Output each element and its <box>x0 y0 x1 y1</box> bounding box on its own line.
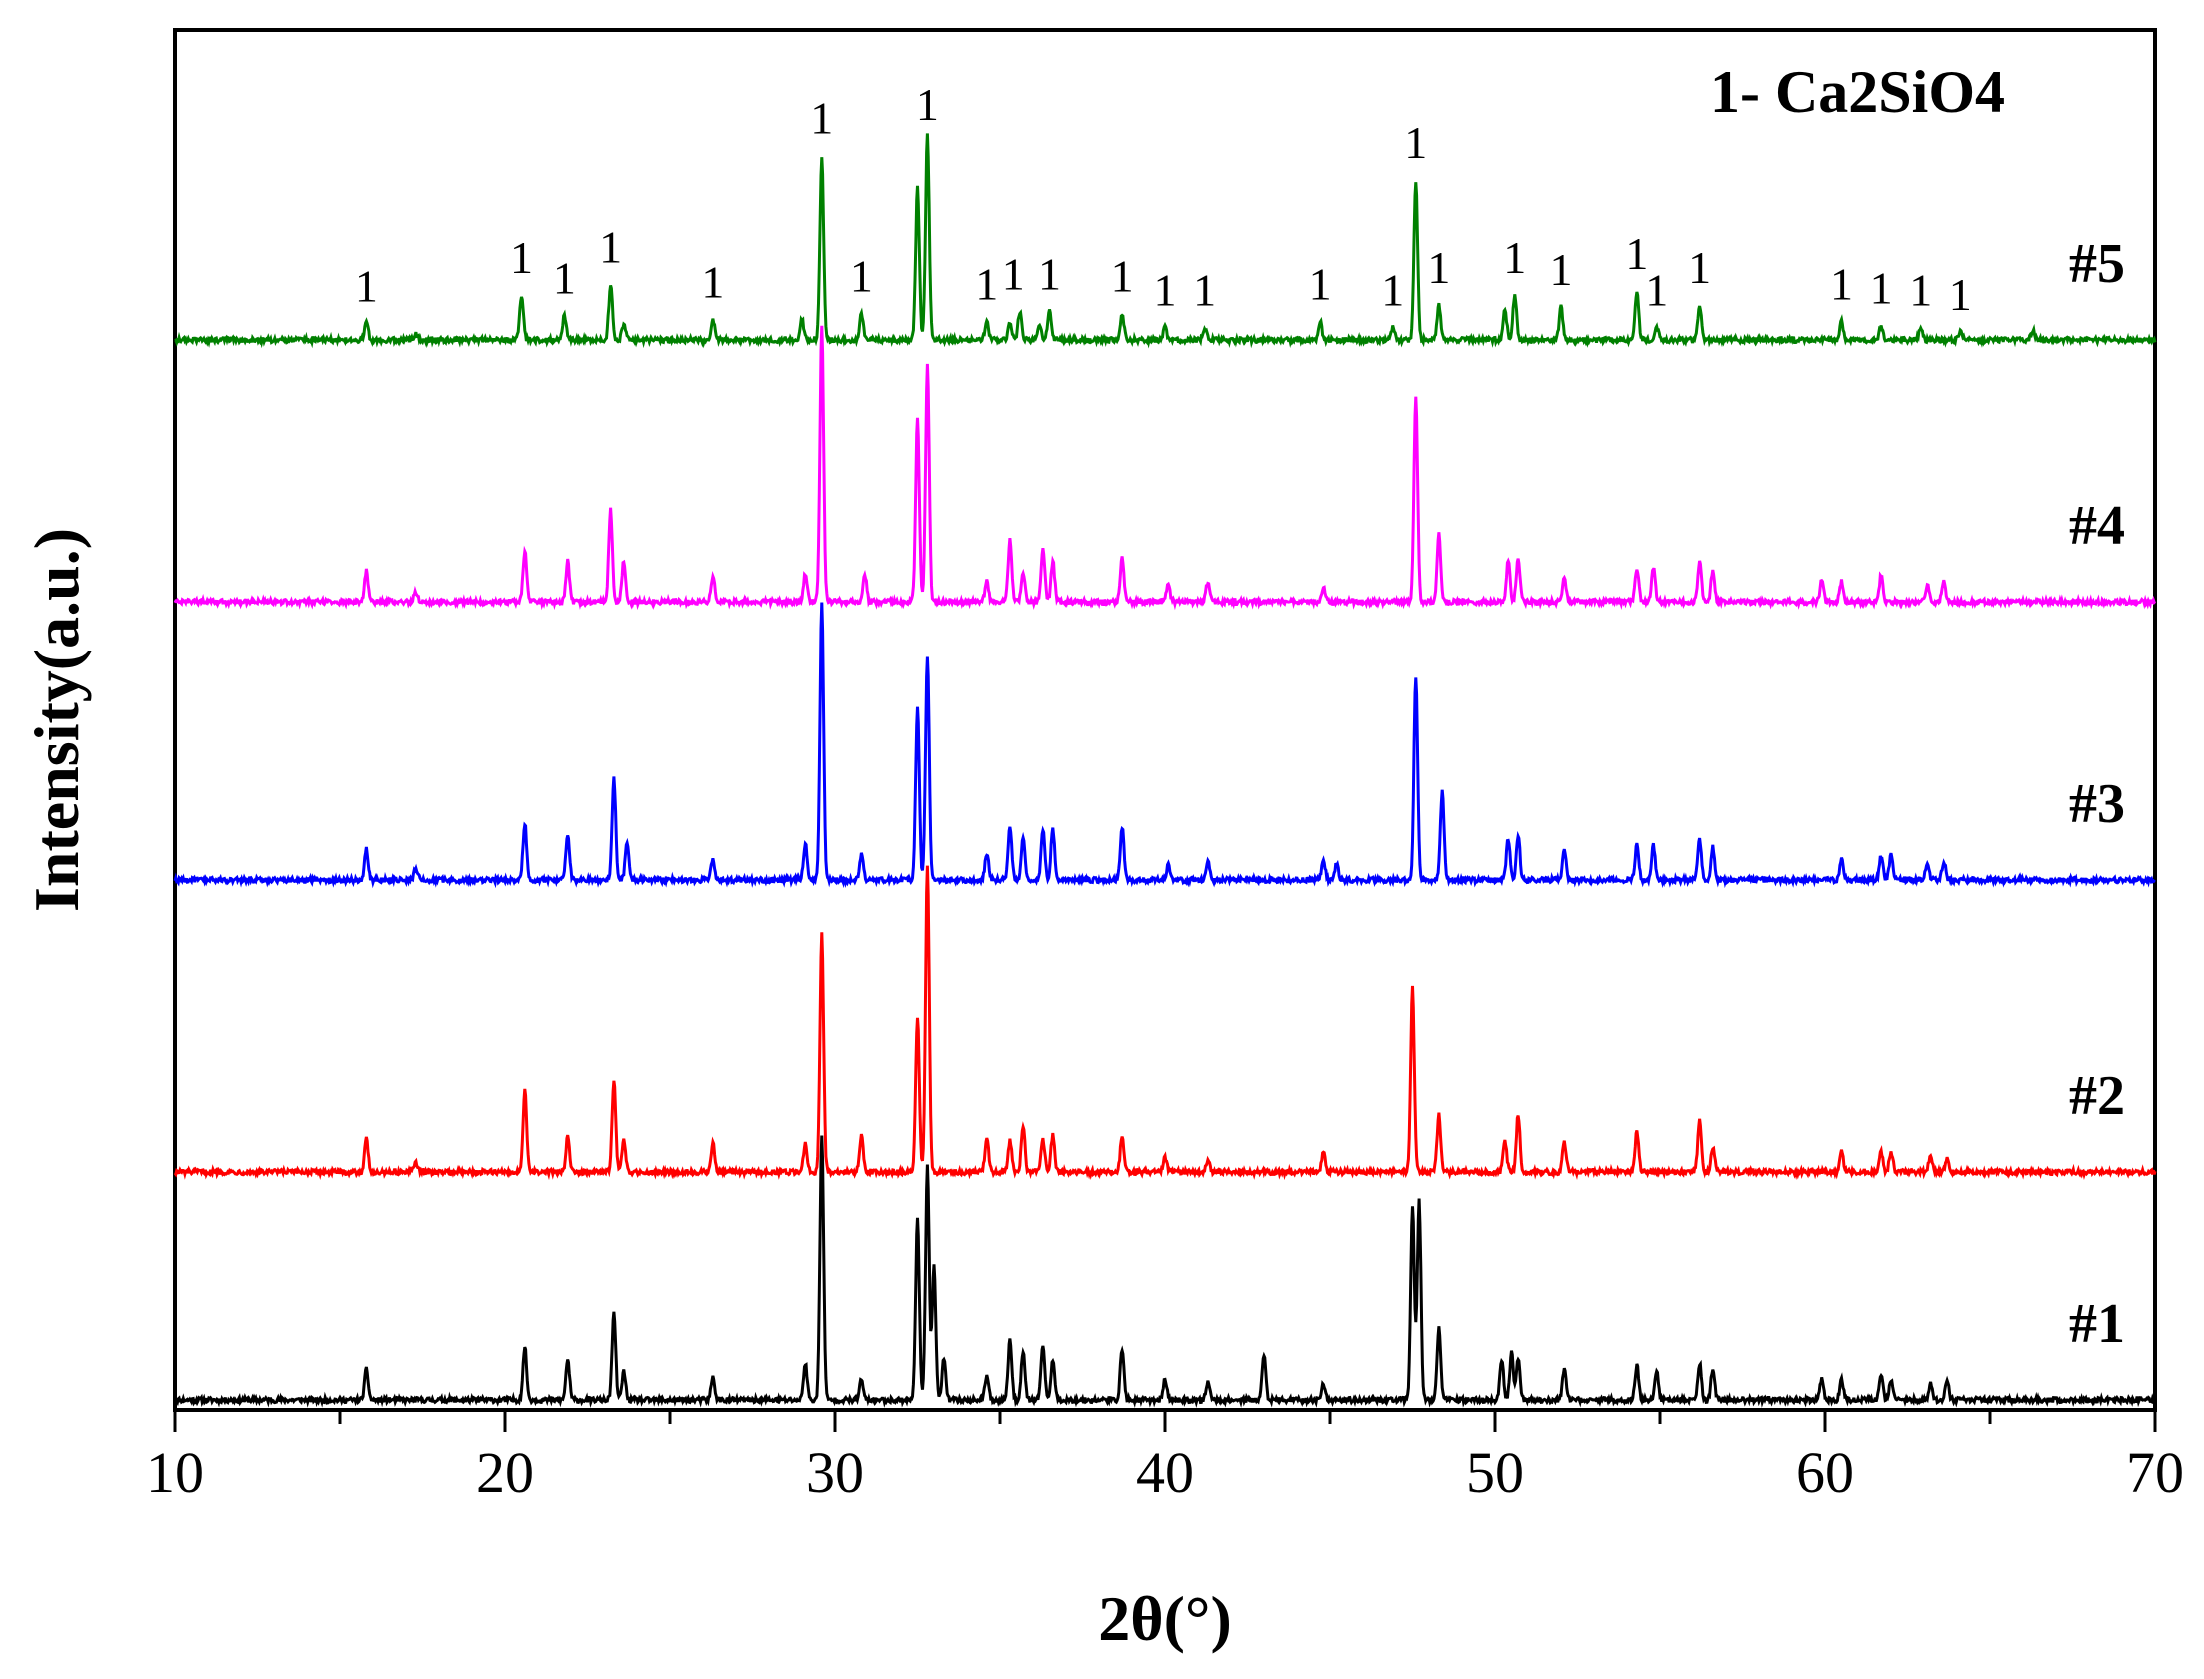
peak-marker-label: 1 <box>1381 265 1404 316</box>
phase-legend: 1- Ca2SiO4 <box>1710 59 2005 125</box>
peak-marker-label: 1 <box>1909 265 1932 316</box>
peak-marker-label: 1 <box>355 261 378 312</box>
x-tick-label: 70 <box>2126 1440 2184 1505</box>
series-label-3: #3 <box>2069 773 2125 835</box>
series-label-4: #4 <box>2069 495 2125 557</box>
peak-marker-label: 1 <box>1503 232 1526 283</box>
series-label-1: #1 <box>2069 1293 2125 1355</box>
x-tick-label: 60 <box>1796 1440 1854 1505</box>
peak-marker-label: 1 <box>553 252 576 303</box>
peak-marker-label: 1 <box>1193 265 1216 316</box>
series-label-5: #5 <box>2069 233 2125 295</box>
peak-marker-label: 1 <box>1154 265 1177 316</box>
x-tick-label: 30 <box>806 1440 864 1505</box>
peak-marker-label: 1 <box>1688 242 1711 293</box>
peak-marker-label: 1 <box>1309 259 1332 310</box>
peak-marker-label: 1 <box>510 232 533 283</box>
peak-marker-label: 1 <box>975 259 998 310</box>
x-axis: 10 20 30 40 50 60 70 <box>146 1410 2184 1505</box>
peak-marker-label: 1 <box>701 257 724 308</box>
x-axis-title: 2θ(°) <box>1098 1583 1232 1654</box>
x-tick-label: 50 <box>1466 1440 1524 1505</box>
peak-marker-label: 1 <box>1427 242 1450 293</box>
x-tick-label: 40 <box>1136 1440 1194 1505</box>
series-line-5 <box>174 133 2157 349</box>
peak-marker-label: 1 <box>810 93 833 144</box>
y-axis-title: Intensity(a.u.) <box>21 528 92 912</box>
peak-marker-label: 1 <box>1550 244 1573 295</box>
x-tick-label: 10 <box>146 1440 204 1505</box>
series-labels: #1 #2 #3 #4 #5 <box>2069 233 2125 1355</box>
peak-marker-label: 1 <box>1625 228 1648 279</box>
peak-marker-label: 1 <box>1038 248 1061 299</box>
peak-marker-label: 1 <box>1002 248 1025 299</box>
peak-marker-label: 1 <box>916 79 939 130</box>
series-line-1 <box>174 1135 2157 1408</box>
series-layer <box>173 133 2157 1408</box>
series-line-3 <box>173 602 2156 889</box>
peak-marker-label: 1 <box>1111 250 1134 301</box>
peak-marker-label: 1 <box>1830 259 1853 310</box>
series-line-4 <box>173 325 2157 611</box>
peak-marker-label: 1 <box>1949 269 1972 320</box>
series-line-2 <box>173 865 2157 1181</box>
series-label-2: #2 <box>2069 1065 2125 1127</box>
peak-marker-label: 1 <box>850 250 873 301</box>
plot-frame <box>173 28 2157 1412</box>
peak-marker-label: 1 <box>1870 263 1893 314</box>
peak-marker-label: 1 <box>1645 265 1668 316</box>
x-tick-label: 20 <box>476 1440 534 1505</box>
peak-marker-label: 1 <box>1404 117 1427 168</box>
peak-marker-label: 1 <box>599 222 622 273</box>
